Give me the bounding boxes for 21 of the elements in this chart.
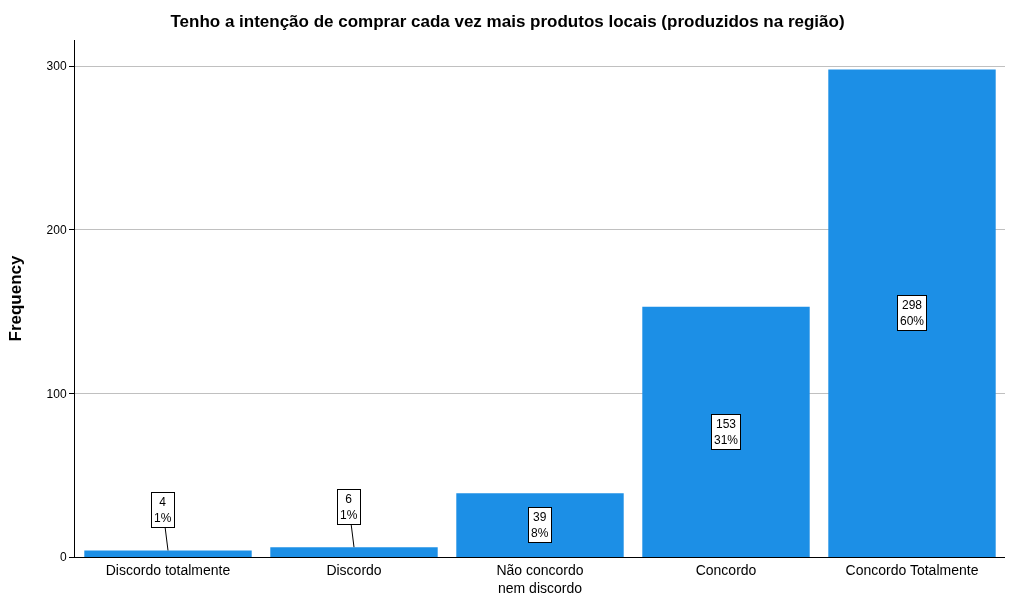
x-tick-label: Concordo <box>695 561 757 578</box>
y-tick-label: 100 <box>46 386 67 401</box>
y-axis-title: Frequency <box>6 254 26 342</box>
data-label: 298 60% <box>900 298 925 328</box>
chart-title: Tenho a intenção de comprar cada vez mais produtos locais (produzidos na região) <box>170 11 845 31</box>
bar <box>270 547 438 557</box>
y-tick-label: 200 <box>46 222 67 237</box>
bar <box>84 550 252 557</box>
data-label: 153 31% <box>714 417 739 447</box>
x-tick-label: Discordo <box>326 561 382 578</box>
bar <box>642 306 810 557</box>
x-tick-label: Concordo Totalmente <box>845 561 979 578</box>
x-tick-label: Não concordo nem discordo <box>496 561 584 596</box>
data-label: 6 1% <box>340 492 358 522</box>
y-tick-label: 300 <box>46 59 67 74</box>
bar <box>456 493 624 557</box>
x-tick-label: Discordo totalmente <box>105 561 231 578</box>
data-label: 39 8% <box>531 510 549 540</box>
data-label: 4 1% <box>154 495 172 525</box>
y-tick-label: 0 <box>59 550 67 565</box>
bar <box>828 69 996 557</box>
